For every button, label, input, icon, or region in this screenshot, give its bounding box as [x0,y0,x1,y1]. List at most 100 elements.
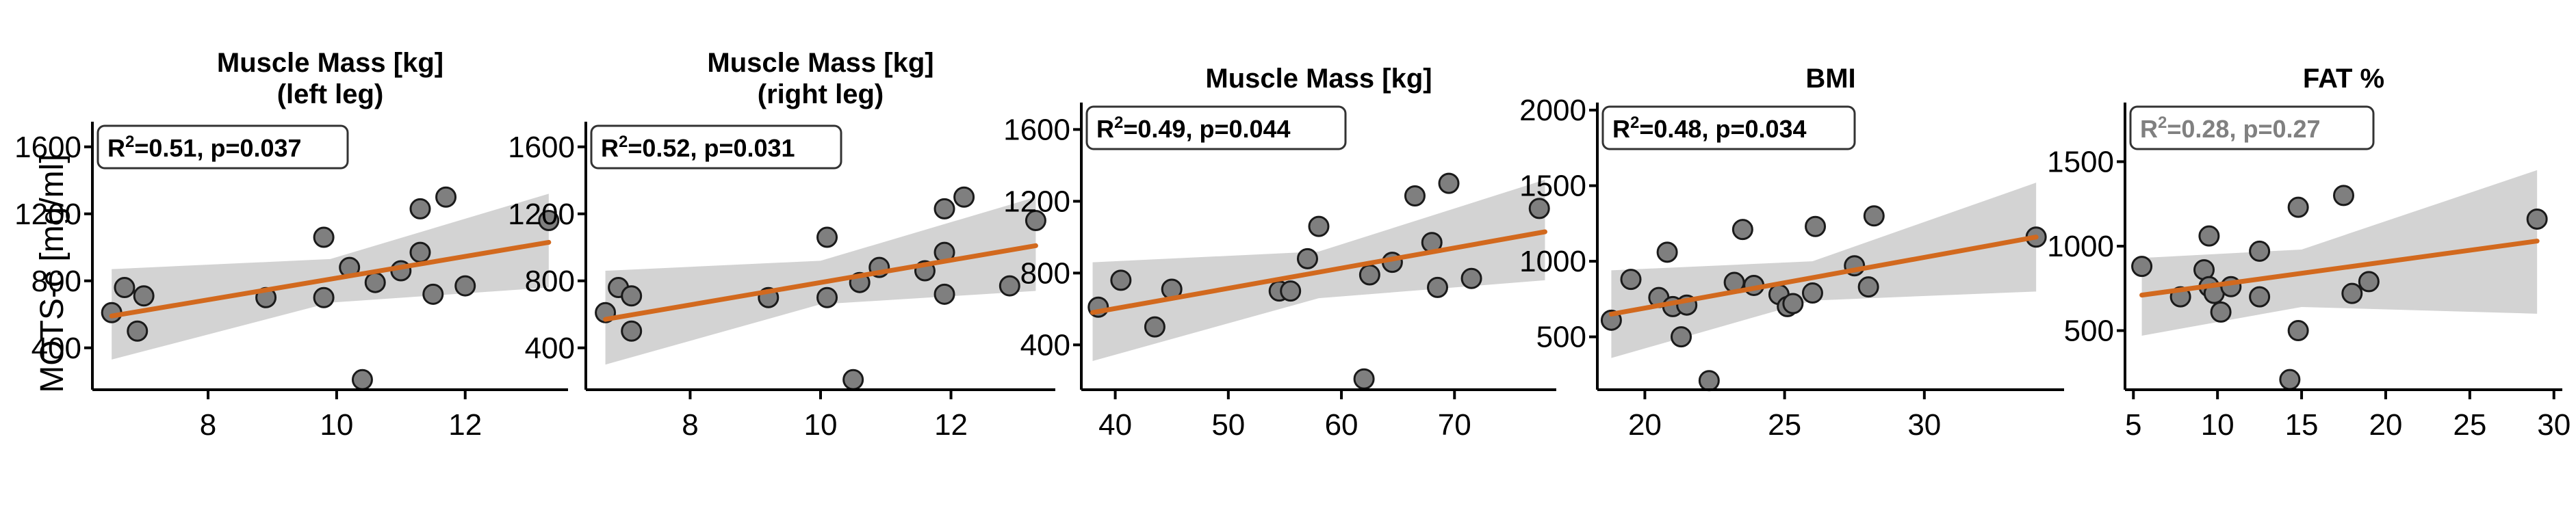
panel-5: 500 1000 1500 5 10 15 20 25 30 FAT % R2=0.28, p=0.… [2047,64,2571,442]
data-point [364,271,386,293]
confidence-band [2141,170,2538,336]
data-point [1857,276,1879,298]
data-point [1656,241,1678,263]
data-point [2526,208,2548,230]
x-tick-label: 8 [200,408,216,442]
regression-line [603,243,1038,322]
y-tick-label: 1600 [1003,113,1070,146]
regression-line [2139,239,2540,298]
data-point [127,320,149,342]
y-tick-label: 1600 [14,131,81,164]
y-tick-label: 500 [2064,315,2114,348]
x-tick-label: 50 [1211,408,1245,442]
x-tick-label: 20 [1628,408,1662,442]
data-point [1358,264,1380,286]
stats-text: R2=0.51, p=0.037 [107,133,302,162]
data-point [999,275,1020,297]
data-point [2249,286,2271,308]
stats-text: R2=0.52, p=0.031 [601,133,795,162]
y-tick-label: 1000 [2047,230,2114,263]
stats-box [590,124,842,170]
panel-3: 400 800 1200 1600 40 50 60 70 Muscle Mass [kg] R2… [1003,64,1556,442]
stats-box [1601,105,1856,150]
stats-text: R2=0.28, p=0.27 [2140,113,2321,143]
panel-2: 400 800 1200 1600 8 10 12 Muscle Mass [kg](righ… [508,48,1055,442]
data-point [1438,172,1460,194]
data-point [351,369,373,390]
data-point [1460,267,1482,289]
data-point [953,186,975,208]
data-point [2131,256,2153,278]
y-tick-label: 1500 [2047,145,2114,178]
x-tick-label: 30 [2537,408,2571,442]
x-tick-label: 10 [804,408,838,442]
data-point [1144,316,1165,338]
panel-4: 500 1000 1500 2000 20 25 30 BMI R2=0.48, p=0.034 [1519,64,2064,442]
data-point [1025,210,1046,232]
panel-title-line: Muscle Mass [kg] [217,48,443,78]
data-point [1671,326,1692,348]
panel-title-line: Muscle Mass [kg] [707,48,933,78]
y-tick-label: 400 [525,332,575,365]
y-tick-label: 1600 [508,131,575,164]
y-tick-label: 1000 [1519,245,1586,278]
stats-box [96,124,349,170]
data-point [1308,215,1330,237]
data-point [1731,219,1753,241]
data-point [2198,225,2220,247]
data-point [133,285,155,307]
data-point [538,210,560,232]
data-point [621,285,643,307]
x-tick-label: 40 [1098,408,1132,442]
data-point [435,186,457,208]
y-tick-label: 400 [31,332,81,365]
x-tick-label: 60 [1325,408,1358,442]
data-point [2333,185,2354,206]
y-tick-label: 1200 [1003,185,1070,218]
data-point [621,320,643,342]
data-point [313,286,335,308]
data-point [2279,369,2301,390]
data-point [2287,320,2309,342]
x-tick-label: 10 [320,408,353,442]
x-tick-label: 8 [682,408,698,442]
x-tick-label: 25 [1768,408,1801,442]
data-point [114,277,136,299]
data-point [1528,198,1550,219]
y-tick-label: 800 [525,265,575,298]
data-point [422,283,444,305]
data-point [1698,370,1720,392]
y-axis-label: MOTS-c [mg/ml] [34,154,70,392]
y-tick-label: 500 [1536,321,1586,354]
y-tick-label: 1500 [1519,170,1586,203]
panel-title-line: BMI [1805,64,1855,94]
y-tick-label: 2000 [1519,94,1586,127]
data-point [409,198,431,219]
panel-title-line: (left leg) [277,79,384,109]
x-tick-label: 25 [2453,408,2486,442]
x-tick-label: 20 [2369,408,2402,442]
y-tick-label: 800 [1020,256,1070,290]
data-point [1296,248,1318,269]
y-tick-label: 1200 [14,198,81,231]
data-point [2249,240,2271,262]
panel-title-line: FAT % [2303,64,2384,94]
panel-1: 400 800 1200 1600 8 10 12 Muscle Mass [kg](left… [14,48,568,442]
regression-line [1608,235,2039,317]
data-point [1110,269,1132,291]
data-point [816,226,838,248]
data-point [454,275,476,297]
x-tick-label: 12 [934,408,968,442]
data-point [1427,276,1448,298]
stats-box [2129,105,2375,150]
x-tick-label: 15 [2285,408,2319,442]
data-point [1782,293,1804,315]
data-point [313,226,335,248]
data-point [1863,205,1885,227]
data-point [1805,215,1827,237]
data-point [816,286,838,308]
data-point [1801,282,1823,304]
data-point [409,241,431,263]
regression-line [1090,229,1547,315]
panel-title-line: (right leg) [758,79,884,109]
